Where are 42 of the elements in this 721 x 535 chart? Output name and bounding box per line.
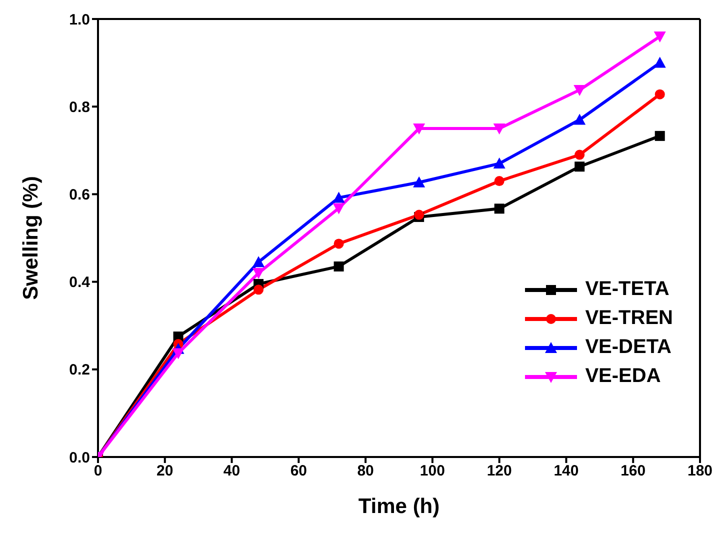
point <box>172 348 184 360</box>
x-tick-label: 120 <box>486 462 512 480</box>
legend-label: VE-TETA <box>585 278 670 301</box>
point <box>332 203 345 214</box>
x-tick-label: 160 <box>620 462 646 480</box>
point <box>494 204 504 214</box>
point <box>494 176 504 186</box>
point <box>574 114 586 125</box>
y-tick-label: 0.6 <box>69 186 90 204</box>
x-tick-label: 100 <box>420 462 445 480</box>
point <box>252 256 265 268</box>
x-tick-label: 180 <box>687 462 713 480</box>
point <box>654 32 666 43</box>
point <box>574 150 585 160</box>
x-tick-label: 60 <box>290 462 308 480</box>
point <box>493 158 506 169</box>
point <box>493 124 506 134</box>
point <box>654 130 665 141</box>
y-tick-label: 0.2 <box>69 362 90 379</box>
point <box>574 84 586 96</box>
x-tick-label: 140 <box>554 462 579 480</box>
legend-label: VE-DETA <box>585 336 672 359</box>
point <box>334 261 344 272</box>
point <box>334 238 344 249</box>
y-tick-label: 0.8 <box>69 98 90 116</box>
x-tick-label: 40 <box>223 462 240 480</box>
y-axis-title: Swelling (%) <box>19 176 42 300</box>
point <box>654 56 666 68</box>
point <box>574 162 585 172</box>
point <box>413 124 426 134</box>
point <box>254 284 264 295</box>
y-tick-label: 0.0 <box>69 449 90 466</box>
legend-label: VE-EDA <box>585 365 661 388</box>
x-tick-label: 80 <box>357 462 374 480</box>
point <box>413 176 426 188</box>
x-tick-label: 0 <box>94 462 102 480</box>
legend-label: VE-TREN <box>585 307 673 330</box>
x-axis-title: Time (h) <box>358 495 440 518</box>
x-tick-label: 20 <box>156 462 174 480</box>
point <box>654 89 665 100</box>
y-tick-label: 1.0 <box>69 11 90 28</box>
y-tick-label: 0.4 <box>69 274 91 292</box>
